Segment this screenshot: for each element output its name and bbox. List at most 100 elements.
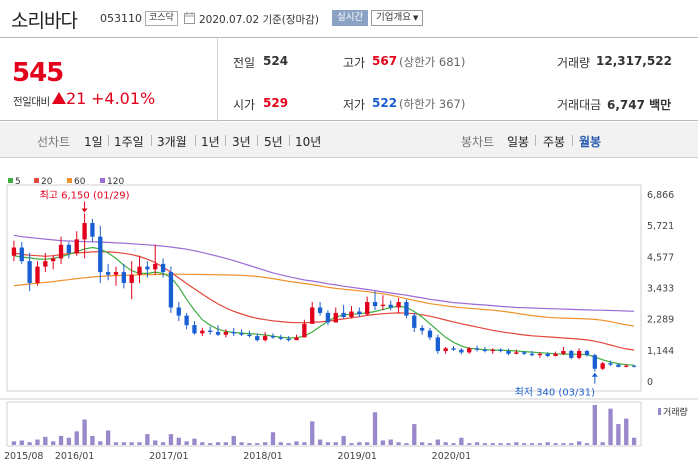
candle-body (208, 330, 213, 332)
candle-body (474, 348, 480, 350)
realtime-button[interactable]: 실시간 (332, 10, 369, 26)
candle-body (592, 355, 597, 369)
prev-close-value: 524 (263, 54, 289, 68)
candle-body (584, 351, 590, 356)
volume-bar (74, 431, 79, 445)
candle-weekly[interactable]: 주봉 (543, 135, 566, 149)
candle-body (231, 331, 236, 334)
volume-bar (223, 442, 229, 445)
volume-bar (215, 442, 221, 445)
company-overview-dropdown[interactable]: 기업개요 ▼ (371, 10, 424, 26)
candle-body (506, 351, 511, 354)
volume-bar (419, 442, 425, 445)
candle-body (74, 239, 79, 253)
candle-body (294, 337, 299, 341)
volume-bar (537, 443, 543, 445)
candle-body (372, 302, 378, 307)
period-1y[interactable]: 1년 (201, 135, 220, 149)
volume-bar (27, 442, 32, 445)
candle-body (129, 274, 134, 283)
up-arrow-icon (52, 92, 66, 104)
legend-label: 120 (107, 177, 124, 187)
volume-bar (341, 435, 346, 445)
ma120-line (13, 234, 635, 312)
legend-label: 60 (74, 177, 86, 187)
candle-body (270, 336, 276, 338)
high-label: 고가 (343, 56, 366, 70)
volume-bar (388, 439, 393, 445)
y-tick-label: 6,866 (647, 190, 674, 201)
volume-bar (43, 436, 48, 445)
candle-body (247, 334, 252, 337)
volume-bar (51, 441, 56, 445)
volume-bar (153, 440, 158, 445)
candle-body (113, 272, 119, 275)
period-10y[interactable]: 10년 (295, 135, 322, 149)
volume-bar (278, 442, 283, 445)
candle-daily[interactable]: 일봉 (507, 135, 530, 149)
volume-bar (121, 442, 126, 445)
candle-body (451, 348, 456, 350)
ma5-line (13, 246, 635, 366)
candle-body (380, 304, 386, 307)
volume-bar (239, 442, 244, 445)
prev-close-label: 전일 (233, 56, 256, 70)
volume-bar (569, 443, 574, 445)
candle-body (419, 327, 425, 331)
candle-body (435, 337, 440, 352)
volume-bar (58, 435, 64, 445)
volume-bar (592, 405, 597, 445)
market-badge: 코스닥 (145, 11, 178, 26)
candle-body (223, 331, 229, 335)
upper-limit: (상한가 681) (399, 55, 466, 69)
candle-body (537, 353, 543, 356)
candle-body (145, 266, 150, 270)
volume-bar (208, 443, 213, 445)
volume-bar (302, 442, 307, 445)
volume-bar (35, 439, 40, 445)
candle-body (184, 315, 189, 326)
change-label: 전일대비 (13, 96, 50, 108)
volume-label: 거래량 (663, 406, 688, 418)
candle-body (576, 351, 582, 358)
volume-bar (435, 439, 440, 445)
candle-body (168, 272, 174, 308)
volume-bar (443, 442, 448, 445)
x-tick-label: 2015/08 (4, 451, 43, 462)
candle-monthly[interactable]: 월봉 (579, 135, 602, 149)
candle-body (105, 272, 111, 275)
x-tick-label: 2020/01 (432, 451, 471, 462)
volume-bar (255, 443, 260, 445)
legend-swatch (34, 178, 39, 183)
chart-period-bar: 선차트 1일 1주일 3개월 1년 3년 5년 10년 봉차트 일봉 주봉 월봉 (0, 122, 698, 158)
candle-body (529, 353, 535, 356)
line-chart-label: 선차트 (37, 135, 71, 149)
period-3y[interactable]: 3년 (232, 135, 251, 149)
candle-body (561, 351, 566, 354)
volume-bar (168, 434, 174, 445)
high-annotation: 최고 6,150 (01/29) (40, 190, 130, 202)
trade-value-label: 거래대금 (557, 98, 602, 112)
candle-body (27, 261, 32, 283)
x-tick-label: 2017/01 (149, 451, 188, 462)
volume-bar (357, 442, 362, 445)
period-1w[interactable]: 1주일 (114, 135, 144, 149)
trade-value: 6,747 백만 (607, 98, 672, 112)
candle-body (522, 352, 527, 354)
candle-body (514, 352, 519, 354)
low-value: 522 (372, 96, 398, 110)
candle-body (357, 311, 362, 315)
volume-bar (200, 442, 205, 445)
candle-body (239, 333, 244, 335)
candle-body (616, 364, 621, 367)
volume-bar (294, 441, 299, 445)
period-1d[interactable]: 1일 (84, 135, 103, 149)
legend-swatch (100, 178, 105, 183)
volume-bar (616, 424, 621, 445)
volume-bar (247, 443, 252, 445)
period-5y[interactable]: 5년 (264, 135, 283, 149)
period-3m[interactable]: 3개월 (157, 135, 187, 149)
candle-body (58, 244, 64, 259)
volume-bar (270, 432, 276, 445)
candle-body (302, 323, 307, 338)
